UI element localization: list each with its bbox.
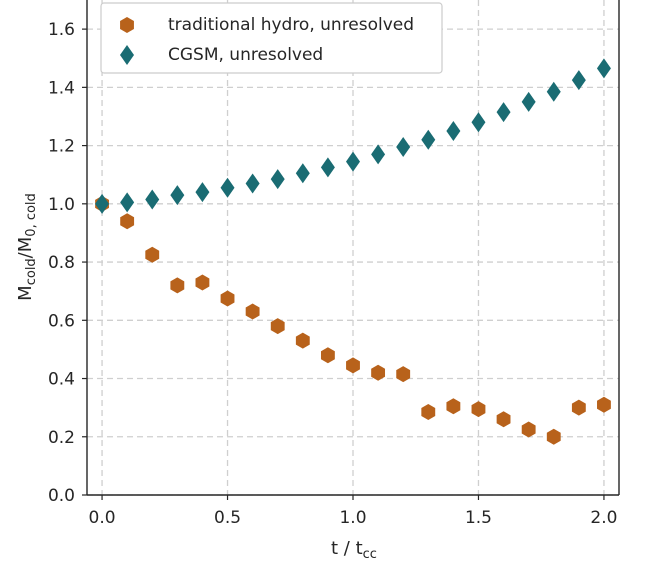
data-point-diamond bbox=[596, 58, 611, 79]
data-point-diamond bbox=[245, 173, 260, 194]
data-series bbox=[95, 58, 611, 445]
y-tick-label: 0.8 bbox=[48, 253, 75, 273]
data-point-hexagon bbox=[571, 399, 586, 416]
x-axis-label: t / tcc bbox=[331, 538, 377, 562]
legend-label-traditional-hydro: traditional hydro, unresolved bbox=[168, 15, 414, 35]
data-point-diamond bbox=[170, 185, 185, 206]
data-point-hexagon bbox=[145, 246, 160, 263]
data-point-hexagon bbox=[320, 347, 335, 364]
y-axis-label: Mcold/M0, cold bbox=[15, 193, 39, 301]
data-point-diamond bbox=[120, 192, 135, 213]
data-point-diamond bbox=[320, 157, 335, 178]
data-point-diamond bbox=[270, 169, 285, 190]
series-cgsm bbox=[95, 58, 611, 214]
data-point-diamond bbox=[295, 163, 310, 184]
y-tick-label: 0.6 bbox=[48, 311, 75, 331]
y-axis-label-s1: cold bbox=[24, 258, 39, 285]
legend-marker-hexagon bbox=[120, 17, 134, 33]
x-tick-label: 0.5 bbox=[214, 508, 241, 528]
y-axis-label-m1: M bbox=[15, 285, 36, 301]
data-point-hexagon bbox=[170, 277, 185, 294]
x-axis-label-sub: cc bbox=[363, 547, 377, 562]
data-point-diamond bbox=[421, 129, 436, 150]
legend-marker-diamond bbox=[120, 45, 134, 65]
y-tick-label: 0.4 bbox=[48, 370, 75, 390]
data-point-diamond bbox=[471, 112, 486, 133]
data-point-diamond bbox=[571, 70, 586, 91]
x-tick-label: 1.5 bbox=[465, 508, 492, 528]
data-point-hexagon bbox=[546, 428, 561, 445]
data-point-diamond bbox=[346, 151, 360, 172]
x-tick-label: 0.0 bbox=[89, 508, 116, 528]
series-traditional-hydro bbox=[95, 195, 611, 445]
y-axis-label-s2: 0, cold bbox=[24, 193, 39, 237]
y-axis-label-m2: /M bbox=[15, 237, 36, 259]
data-point-hexagon bbox=[421, 404, 436, 421]
data-point-hexagon bbox=[220, 290, 235, 307]
data-point-hexagon bbox=[270, 318, 285, 335]
data-point-hexagon bbox=[446, 398, 461, 415]
y-tick-label: 0.2 bbox=[48, 428, 75, 448]
data-point-diamond bbox=[496, 102, 511, 123]
ticks: 0.0 0.5 1.0 1.5 2.0 0.0 0.2 0.4 0.6 0.8 1.0 1.2 1.4 1… bbox=[48, 20, 618, 528]
data-point-hexagon bbox=[471, 401, 486, 418]
x-axis-label-main: t / t bbox=[331, 538, 363, 559]
data-point-diamond bbox=[195, 182, 210, 203]
data-point-diamond bbox=[371, 144, 386, 165]
data-point-hexagon bbox=[396, 366, 411, 383]
data-point-hexagon bbox=[195, 274, 210, 291]
data-point-hexagon bbox=[295, 332, 310, 349]
data-point-diamond bbox=[521, 91, 536, 112]
legend: traditional hydro, unresolved CGSM, unre… bbox=[100, 2, 443, 74]
grid bbox=[87, 0, 619, 496]
y-tick-label: 1.4 bbox=[48, 78, 75, 98]
y-tick-label: 0.0 bbox=[48, 486, 75, 506]
x-tick-label: 1.0 bbox=[339, 508, 366, 528]
legend-hexagon-icon bbox=[120, 17, 134, 33]
data-point-hexagon bbox=[120, 213, 135, 230]
data-point-diamond bbox=[446, 121, 461, 142]
y-tick-label: 1.0 bbox=[48, 195, 75, 215]
legend-box bbox=[100, 2, 443, 74]
y-tick-label: 1.2 bbox=[48, 137, 75, 157]
legend-label-cgsm: CGSM, unresolved bbox=[168, 45, 323, 65]
data-point-hexagon bbox=[346, 357, 360, 374]
data-point-hexagon bbox=[245, 303, 260, 320]
legend-diamond-icon bbox=[120, 45, 134, 65]
data-point-hexagon bbox=[371, 364, 386, 381]
data-point-hexagon bbox=[521, 421, 536, 438]
y-tick-label: 1.6 bbox=[48, 20, 75, 40]
data-point-diamond bbox=[220, 177, 235, 198]
data-point-diamond bbox=[95, 193, 110, 214]
data-point-hexagon bbox=[597, 396, 611, 413]
x-tick-label: 2.0 bbox=[590, 508, 617, 528]
data-point-hexagon bbox=[496, 411, 511, 428]
data-point-diamond bbox=[546, 81, 561, 102]
data-point-diamond bbox=[396, 137, 411, 158]
data-point-diamond bbox=[145, 189, 160, 210]
